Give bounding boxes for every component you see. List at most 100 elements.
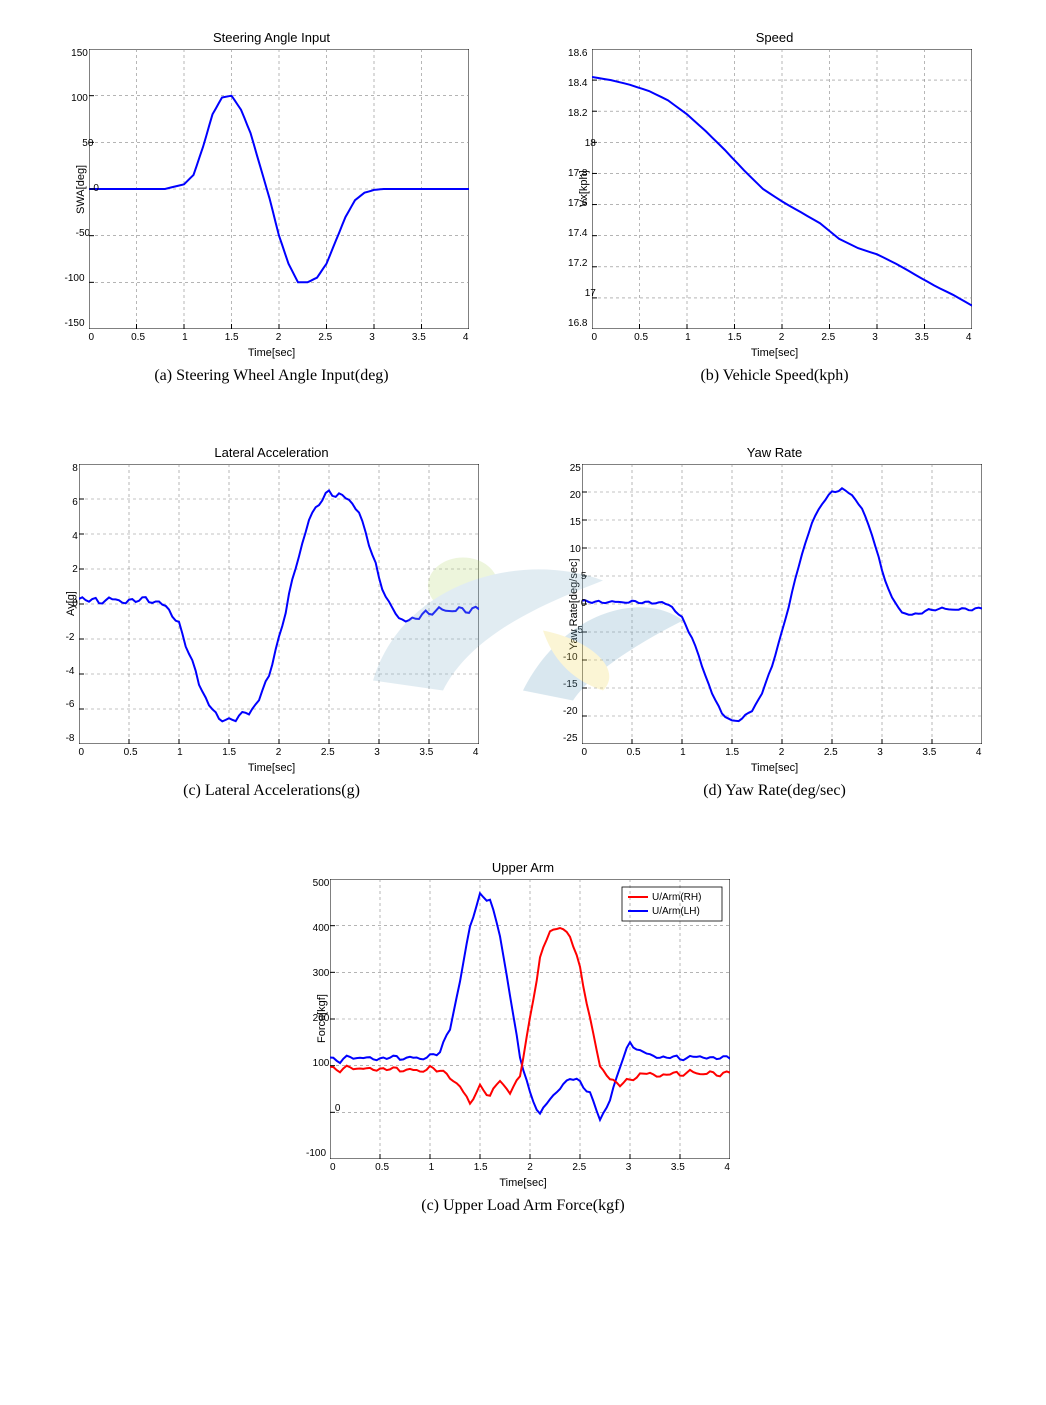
chart-caption: (c) Upper Load Arm Force(kgf): [421, 1197, 624, 1215]
chart-caption: (b) Vehicle Speed(kph): [700, 367, 848, 385]
plot-area: 18.618.418.21817.817.617.417.21716.800.5…: [592, 49, 972, 329]
chart-caption: (a) Steering Wheel Angle Input(deg): [154, 367, 388, 385]
y-tick-label: -100: [64, 274, 84, 284]
chart-title: Lateral Acceleration: [214, 445, 328, 460]
y-tick-label: 4: [72, 532, 78, 542]
y-ticks: 2520151050-5-10-15-20-25: [578, 464, 592, 744]
y-ticks: 86420-2-4-6-8: [75, 464, 84, 744]
y-tick-label: 10: [570, 545, 581, 555]
x-ticks: 00.511.522.533.54: [582, 748, 982, 758]
chart-c: Upper ArmForce[kgf]5004003002001000-100U…: [316, 860, 730, 1215]
y-tick-label: 17.8: [568, 169, 587, 179]
plot-area: 5004003002001000-100U/Arm(RH)U/Arm(LH)00…: [330, 879, 730, 1159]
y-tick-label: 2: [72, 565, 78, 575]
x-tick-label: 0: [79, 748, 85, 758]
chart-c: Lateral AccelerationAy[g]86420-2-4-6-800…: [65, 445, 479, 800]
x-tick-label: 1.5: [474, 1163, 488, 1173]
chart-title: Yaw Rate: [747, 445, 802, 460]
y-tick-label: 18.6: [568, 49, 587, 59]
y-tick-label: -6: [66, 700, 75, 710]
y-tick-label: -8: [66, 734, 75, 744]
x-tick-label: 4: [473, 748, 479, 758]
x-tick-label: 3.5: [671, 1163, 685, 1173]
x-axis-label: Time[sec]: [751, 347, 798, 359]
x-tick-label: 1.5: [222, 748, 236, 758]
chart-svg: [582, 464, 982, 744]
y-tick-label: -10: [563, 653, 577, 663]
y-tick-label: 300: [313, 969, 330, 979]
y-tick-label: 50: [82, 139, 93, 149]
y-tick-label: -100: [306, 1149, 326, 1159]
y-tick-label: -25: [563, 734, 577, 744]
y-tick-label: -15: [563, 680, 577, 690]
x-axis-label: Time[sec]: [499, 1177, 546, 1189]
y-tick-label: 16.8: [568, 319, 587, 329]
x-tick-label: 2.5: [321, 748, 335, 758]
y-tick-label: 17.4: [568, 229, 587, 239]
y-tick-label: 0: [93, 184, 99, 194]
svg-text:U/Arm(RH): U/Arm(RH): [652, 892, 701, 903]
x-tick-label: 2: [276, 748, 282, 758]
chart-row-2: Upper ArmForce[kgf]5004003002001000-100U…: [20, 860, 1026, 1215]
y-tick-label: -2: [66, 633, 75, 643]
y-tick-label: 400: [313, 924, 330, 934]
x-tick-label: 4: [976, 748, 982, 758]
plot-area: 2520151050-5-10-15-20-2500.511.522.533.5…: [582, 464, 982, 744]
x-tick-label: 2: [527, 1163, 533, 1173]
chart-svg: [592, 49, 972, 329]
chart-d: Yaw RateYaw Rate[deg/sec]2520151050-5-10…: [568, 445, 982, 800]
x-ticks: 00.511.522.533.54: [592, 333, 972, 343]
chart-title: Upper Arm: [492, 860, 554, 875]
x-tick-label: 0.5: [375, 1163, 389, 1173]
y-tick-label: 0: [335, 1104, 341, 1114]
y-tick-label: 0: [72, 599, 78, 609]
x-ticks: 00.511.522.533.54: [79, 748, 479, 758]
x-tick-label: 0: [330, 1163, 336, 1173]
y-tick-label: 100: [71, 94, 88, 104]
y-tick-label: 17.2: [568, 259, 587, 269]
chart-a: Steering Angle InputSWA[deg]150100500-50…: [75, 30, 469, 385]
x-tick-label: 2: [276, 333, 282, 343]
x-axis-label: Time[sec]: [751, 762, 798, 774]
y-tick-label: 200: [313, 1014, 330, 1024]
x-tick-label: 1: [429, 1163, 435, 1173]
chart-svg: [89, 49, 469, 329]
x-tick-label: 2.5: [572, 1163, 586, 1173]
y-tick-label: 0: [581, 599, 587, 609]
y-tick-label: 18.2: [568, 109, 587, 119]
chart-title: Steering Angle Input: [213, 30, 330, 45]
chart-caption: (c) Lateral Accelerations(g): [183, 782, 360, 800]
y-tick-label: 8: [72, 464, 78, 474]
x-tick-label: 1.5: [728, 333, 742, 343]
y-ticks: 150100500-50-100-150: [85, 49, 105, 329]
y-ticks: 5004003002001000-100: [326, 879, 346, 1159]
chart-title: Speed: [756, 30, 794, 45]
y-tick-label: -4: [66, 667, 75, 677]
x-tick-label: 1.5: [225, 333, 239, 343]
x-tick-label: 2: [779, 333, 785, 343]
x-tick-label: 3.5: [412, 333, 426, 343]
x-ticks: 00.511.522.533.54: [89, 333, 469, 343]
x-tick-label: 0.5: [131, 333, 145, 343]
x-tick-label: 0.5: [634, 333, 648, 343]
y-tick-label: 25: [570, 464, 581, 474]
x-tick-label: 0.5: [627, 748, 641, 758]
x-tick-label: 1: [182, 333, 188, 343]
x-tick-label: 3.5: [419, 748, 433, 758]
x-tick-label: 1: [685, 333, 691, 343]
x-tick-label: 3.5: [915, 333, 929, 343]
chart-b: SpeedVx[kph]18.618.418.21817.817.617.417…: [578, 30, 972, 385]
x-tick-label: 0: [592, 333, 598, 343]
x-tick-label: 0: [582, 748, 588, 758]
x-tick-label: 4: [463, 333, 469, 343]
y-tick-label: -150: [64, 319, 84, 329]
x-tick-label: 3: [626, 1163, 632, 1173]
y-tick-label: -50: [76, 229, 90, 239]
y-tick-label: -5: [574, 626, 583, 636]
x-ticks: 00.511.522.533.54: [330, 1163, 730, 1173]
plot-area: 150100500-50-100-15000.511.522.533.54: [89, 49, 469, 329]
chart-row-1: Lateral AccelerationAy[g]86420-2-4-6-800…: [20, 445, 1026, 800]
x-tick-label: 0: [89, 333, 95, 343]
x-axis-label: Time[sec]: [248, 347, 295, 359]
y-ticks: 18.618.418.21817.817.617.417.21716.8: [588, 49, 607, 329]
